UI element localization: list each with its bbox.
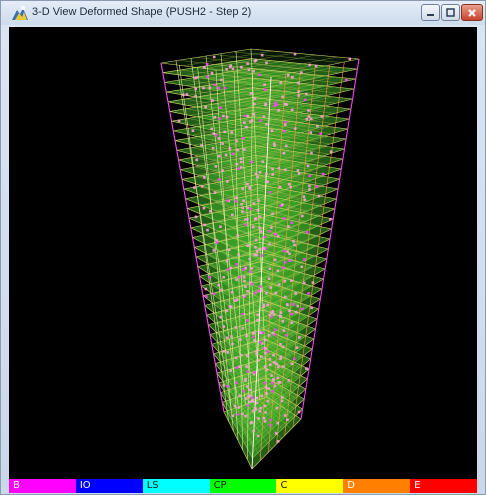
legend-label: LS — [146, 480, 159, 491]
legend-label: E — [414, 480, 421, 491]
deformed-shape-model — [160, 48, 360, 470]
legend-item-b: B — [9, 479, 76, 493]
title-bar[interactable]: 3-D View Deformed Shape (PUSH2 - Step 2) — [1, 1, 485, 25]
hinge-status-legend: B IO LS CP C D E — [9, 479, 478, 493]
legend-item-d: D — [343, 479, 411, 493]
legend-label: B — [13, 480, 20, 491]
window-title: 3-D View Deformed Shape (PUSH2 - Step 2) — [32, 6, 252, 18]
legend-label: CP — [213, 480, 227, 491]
legend-label: D — [347, 480, 355, 491]
legend-item-e: E — [410, 479, 478, 493]
maximize-icon — [446, 8, 455, 17]
legend-label: IO — [79, 480, 91, 491]
legend-item-c: C — [276, 479, 344, 493]
legend-item-io: IO — [75, 479, 143, 493]
minimize-button[interactable] — [421, 4, 440, 21]
3d-view-canvas[interactable] — [9, 27, 477, 479]
minimize-icon — [427, 14, 434, 16]
close-icon — [468, 8, 476, 17]
maximize-button[interactable] — [441, 4, 460, 21]
legend-label: C — [280, 480, 288, 491]
legend-item-cp: CP — [209, 479, 277, 493]
close-button[interactable] — [461, 4, 483, 21]
etabs-app-icon — [12, 6, 28, 20]
legend-item-ls: LS — [142, 479, 210, 493]
